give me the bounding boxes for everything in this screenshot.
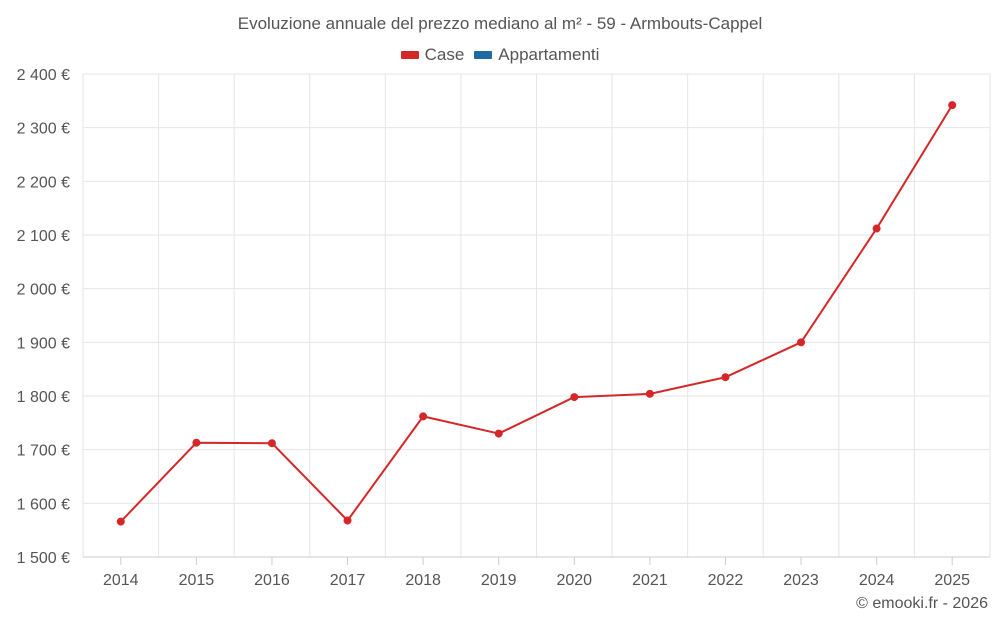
legend-item-appartamenti[interactable]: Appartamenti (474, 45, 599, 65)
y-tick-label: 1 900 € (17, 335, 70, 352)
y-tick-label: 2 100 € (17, 228, 70, 245)
x-tick-label: 2016 (254, 572, 290, 589)
x-tick-label: 2015 (179, 572, 215, 589)
x-tick-label: 2024 (859, 572, 895, 589)
y-tick-label: 2 400 € (17, 67, 70, 84)
x-tick-label: 2017 (330, 572, 366, 589)
x-tick-label: 2023 (783, 572, 819, 589)
data-point (570, 393, 579, 402)
legend-item-case[interactable]: Case (400, 45, 465, 65)
chart-title: Evoluzione annuale del prezzo mediano al… (237, 14, 763, 33)
data-point (419, 412, 428, 421)
legend-label-appartamenti: Appartamenti (498, 45, 600, 64)
data-point (192, 438, 201, 447)
x-tick-label: 2019 (481, 572, 517, 589)
legend-swatch-appartamenti (474, 51, 493, 59)
data-point (872, 224, 881, 233)
y-tick-label: 1 800 € (17, 389, 70, 406)
credit: © emooki.fr - 2026 (856, 595, 988, 612)
x-tick-label: 2021 (632, 572, 668, 589)
data-point (645, 389, 654, 398)
y-tick-label: 2 000 € (17, 282, 70, 299)
x-tick-label: 2014 (103, 572, 139, 589)
data-point (721, 373, 730, 382)
legend: Case Appartamenti (0, 45, 1000, 65)
y-tick-label: 2 200 € (17, 174, 70, 191)
x-tick-label: 2025 (934, 572, 970, 589)
data-point (494, 429, 503, 438)
y-tick-label: 1 600 € (17, 496, 70, 513)
legend-swatch-case (400, 51, 419, 59)
series-line-case (120, 104, 954, 523)
data-point (797, 338, 806, 347)
x-tick-label: 2022 (708, 572, 744, 589)
y-tick-label: 1 500 € (17, 550, 70, 567)
x-tick-label: 2018 (405, 572, 441, 589)
y-tick-label: 1 700 € (17, 443, 70, 460)
y-tick-label: 2 300 € (17, 121, 70, 138)
data-point (343, 516, 352, 525)
data-point (948, 101, 957, 110)
data-point (267, 439, 276, 448)
x-tick-label: 2020 (556, 572, 592, 589)
data-point (116, 517, 125, 526)
legend-label-case: Case (424, 45, 465, 64)
